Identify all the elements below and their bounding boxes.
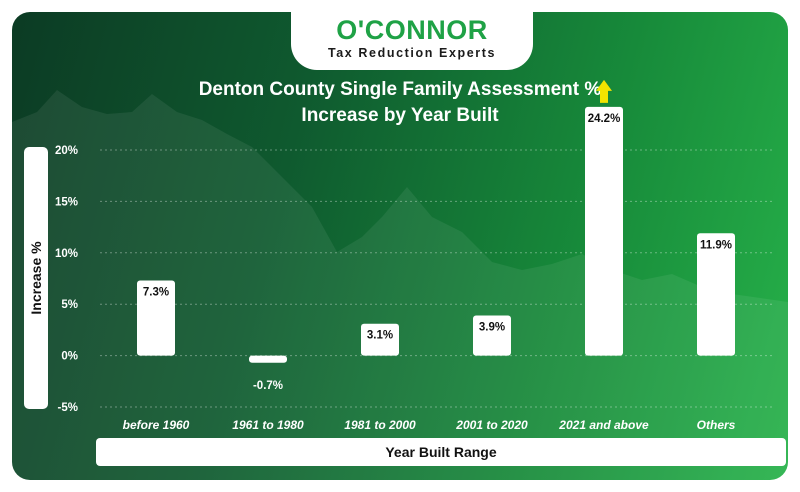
y-tick-label: 0%	[61, 351, 78, 363]
x-axis-label-box	[96, 438, 786, 466]
bar-value-label: 3.9%	[479, 322, 505, 334]
up-arrow-icon	[596, 79, 612, 103]
x-tick-label: Others	[697, 418, 736, 432]
x-tick-label: before 1960	[123, 418, 190, 432]
bar	[697, 233, 735, 356]
y-tick-label: 20%	[55, 145, 78, 157]
bar-value-label: 3.1%	[367, 330, 393, 342]
bar-value-label: -0.7%	[253, 380, 283, 392]
y-axis-label-box	[24, 147, 48, 409]
x-tick-label: 2021 and above	[558, 418, 649, 432]
logo-badge: O'CONNOR Tax Reduction Experts	[291, 12, 533, 70]
bar-value-label: 7.3%	[143, 287, 169, 299]
bar	[137, 280, 175, 356]
x-tick-label: 1981 to 2000	[344, 418, 416, 432]
y-tick-label: 15%	[55, 196, 78, 208]
chart-card: O'CONNOR Tax Reduction Experts	[12, 12, 788, 480]
y-tick-label: -5%	[58, 402, 78, 414]
logo-tagline: Tax Reduction Experts	[327, 46, 497, 60]
chart-title-line-1: Denton County Single Family Assessment %	[198, 79, 602, 100]
x-tick-label: 2001 to 2020	[455, 418, 528, 432]
y-tick-label: 5%	[61, 299, 78, 311]
bar-value-label: 11.9%	[700, 239, 732, 251]
bar	[473, 315, 511, 356]
bar	[249, 355, 287, 363]
chart-title-line-2: Increase by Year Built	[301, 105, 499, 126]
logo-wordmark: O'CONNOR	[336, 15, 488, 45]
bar-value-label: 24.2%	[588, 113, 621, 125]
background-wave	[12, 90, 788, 480]
y-tick-label: 10%	[55, 248, 78, 260]
bar	[361, 323, 399, 356]
bar	[585, 106, 623, 356]
x-axis-label: Year Built Range	[385, 444, 497, 460]
x-tick-label: 1961 to 1980	[232, 418, 304, 432]
